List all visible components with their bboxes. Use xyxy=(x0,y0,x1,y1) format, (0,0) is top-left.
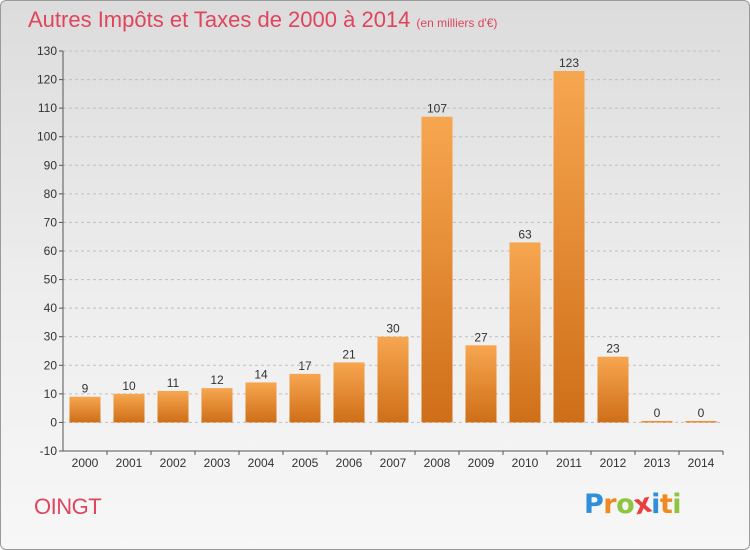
bar-2010 xyxy=(509,242,541,423)
x-tick-label: 2010 xyxy=(512,456,539,470)
x-tick-label: 2014 xyxy=(688,456,715,470)
data-label: 11 xyxy=(167,376,180,390)
x-tick-label: 2012 xyxy=(600,456,627,470)
proxiti-logo: Proxiti xyxy=(584,488,682,522)
x-tick-label: 2011 xyxy=(556,456,582,470)
x-tick-label: 2007 xyxy=(380,456,407,470)
logo-letter: r xyxy=(603,489,617,520)
x-tick-label: 2013 xyxy=(644,456,671,470)
bars xyxy=(69,71,717,423)
y-tick-label: 80 xyxy=(44,187,58,201)
logo-letter: t xyxy=(659,489,673,520)
data-label: 27 xyxy=(474,330,488,344)
y-tick-label: 90 xyxy=(44,158,58,172)
logo-letter: P xyxy=(584,489,604,520)
bar-2014 xyxy=(685,420,717,423)
data-label: 17 xyxy=(298,359,312,373)
logo-letter: i xyxy=(651,489,660,520)
data-label: 123 xyxy=(559,56,579,70)
data-label: 21 xyxy=(342,347,356,361)
data-label: 23 xyxy=(606,342,620,356)
bar-2004 xyxy=(245,382,277,423)
x-tick-label: 2000 xyxy=(72,456,99,470)
x-tick-label: 2005 xyxy=(292,456,319,470)
y-tick-label: 40 xyxy=(44,301,58,315)
y-tick-label: 110 xyxy=(38,101,57,115)
data-label: 12 xyxy=(210,373,224,387)
data-label: 14 xyxy=(254,367,268,381)
y-tick-label: 70 xyxy=(44,215,58,229)
y-tick-label: 100 xyxy=(37,130,57,144)
y-tick-label: 130 xyxy=(37,44,57,58)
x-tick-label: 2001 xyxy=(116,456,143,470)
chart-subtitle: (en milliers d'€) xyxy=(416,16,498,30)
x-tick-label: 2002 xyxy=(160,456,187,470)
bar-2005 xyxy=(289,373,321,423)
bar-2006 xyxy=(333,362,365,423)
x-tick-label: 2004 xyxy=(248,456,275,470)
y-tick-label: 60 xyxy=(44,244,58,258)
x-tick-label: 2006 xyxy=(336,456,363,470)
data-label: 0 xyxy=(654,406,661,420)
labels: -100102030405060708090100110120130920001… xyxy=(37,44,715,470)
bar-2008 xyxy=(421,116,453,423)
axes xyxy=(59,50,724,455)
y-tick-label: 120 xyxy=(37,73,57,87)
bar-2001 xyxy=(113,393,145,423)
bar-2003 xyxy=(201,388,233,423)
bar-2000 xyxy=(69,396,101,423)
y-tick-label: 30 xyxy=(44,330,58,344)
bar-2012 xyxy=(597,356,629,423)
logo-letter: i xyxy=(672,489,682,520)
y-tick-label: 0 xyxy=(50,415,57,429)
data-label: 107 xyxy=(427,102,447,116)
x-tick-label: 2008 xyxy=(424,456,451,470)
x-tick-label: 2003 xyxy=(204,456,231,470)
data-label: 63 xyxy=(518,227,532,241)
data-label: 0 xyxy=(698,406,705,420)
logo-letter: o xyxy=(616,489,635,520)
bar-2009 xyxy=(465,345,497,423)
y-tick-label: 50 xyxy=(44,273,58,287)
data-label: 9 xyxy=(82,382,89,396)
data-label: 30 xyxy=(386,322,400,336)
y-tick-label: 10 xyxy=(44,387,58,401)
bar-2007 xyxy=(377,336,409,423)
data-label: 10 xyxy=(122,379,136,393)
chart-title: Autres Impôts et Taxes de 2000 à 2014 (en… xyxy=(28,7,497,33)
x-tick-label: 2009 xyxy=(468,456,495,470)
bar-2013 xyxy=(641,420,673,423)
bar-2011 xyxy=(553,71,585,423)
chart-title-main: Autres Impôts et Taxes de 2000 à 2014 xyxy=(28,7,411,32)
y-tick-label: 20 xyxy=(44,358,58,372)
y-tick-label: -10 xyxy=(40,444,58,458)
bar-2002 xyxy=(157,391,189,423)
commune-name: OINGT xyxy=(34,494,102,519)
